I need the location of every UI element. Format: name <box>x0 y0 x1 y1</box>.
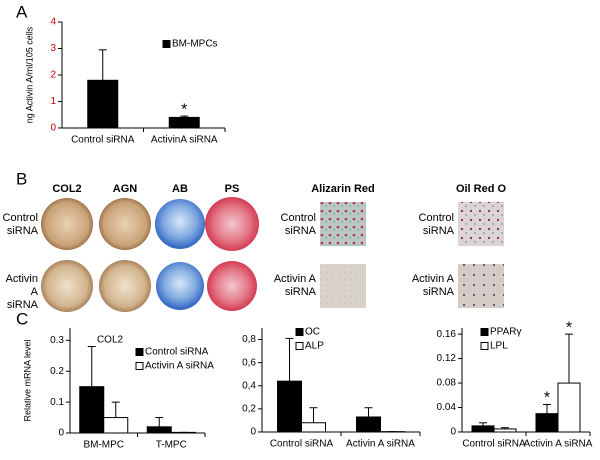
x-tick-label: Control siRNA <box>71 135 135 146</box>
legend-swatch <box>135 348 144 356</box>
bar <box>79 386 105 434</box>
y-axis-label: ng Activin A/ml/105 cells <box>24 26 34 123</box>
stain-header: COL2 <box>52 183 81 195</box>
stain-header: Alizarin Red <box>311 183 375 195</box>
y-tick-label: 0,4 <box>242 380 256 391</box>
significance-mark: * <box>181 101 187 118</box>
y-tick-label: 0 <box>50 123 56 134</box>
stain-header: Oil Red O <box>456 183 507 195</box>
stain-header: AGN <box>113 183 138 195</box>
y-tick-label: 0 <box>58 428 64 439</box>
row-label: Control siRNA <box>418 212 454 237</box>
bar <box>493 428 517 433</box>
x-tick-label: BM-MPC <box>83 440 124 451</box>
image-alizarin-control <box>320 202 366 246</box>
legend-label: ALP <box>305 341 324 352</box>
legend-label: BM-MPCs <box>172 39 218 50</box>
bar <box>301 422 326 433</box>
image-agn-activin <box>99 260 151 312</box>
x-tick-label: Control siRNA <box>462 439 526 450</box>
legend-swatch <box>295 342 304 350</box>
row-label: Control siRNA <box>2 212 38 237</box>
legend-label: LPL <box>490 341 508 352</box>
bar <box>277 380 302 433</box>
y-tick-label: 0.3 <box>50 335 64 346</box>
bar <box>557 382 581 433</box>
y-tick-label: 0.04 <box>437 402 457 413</box>
y-tick-label: 0.12 <box>437 353 457 364</box>
y-tick-label: 0.2 <box>50 366 64 377</box>
x-tick-label: Control siRNA <box>270 439 334 450</box>
y-tick-label: 3 <box>50 43 56 54</box>
legend-label: PPARγ <box>490 327 522 338</box>
bar <box>146 426 172 434</box>
legend-label: Activin A siRNA <box>145 361 214 372</box>
image-ps-control <box>205 197 259 251</box>
chart-title: COL2 <box>97 335 124 346</box>
legend-swatch <box>480 328 489 336</box>
image-oil-activin <box>458 264 504 308</box>
x-tick-label: T-MPC <box>156 440 187 451</box>
y-tick-label: 0.1 <box>50 397 64 408</box>
y-tick-label: 4 <box>50 17 56 28</box>
stain-header: PS <box>225 183 240 195</box>
legend-swatch <box>135 362 144 370</box>
significance-mark: * <box>544 390 550 407</box>
image-ps-activin <box>207 261 257 311</box>
panel-label: C <box>16 309 28 328</box>
row-label: Activin A siRNA <box>273 273 316 298</box>
panel-label: A <box>16 2 28 21</box>
bar <box>103 417 129 434</box>
y-axis-label: Relative mRNA level <box>22 339 32 421</box>
legend-label: Control siRNA <box>145 347 209 358</box>
y-tick-label: 0 <box>250 427 256 438</box>
legend-swatch <box>162 40 171 48</box>
bar <box>471 425 495 433</box>
image-col2-control <box>41 198 93 250</box>
bar <box>170 431 196 434</box>
panel-label: B <box>16 169 27 188</box>
legend-swatch <box>480 342 489 350</box>
y-tick-label: 0,6 <box>242 357 256 368</box>
y-tick-label: 0.16 <box>437 329 457 340</box>
y-tick-label: 0,2 <box>242 404 256 415</box>
image-agn-control <box>99 198 151 250</box>
y-tick-label: 2 <box>50 70 56 81</box>
row-label: Activin A siRNA <box>5 273 38 311</box>
image-oil-control <box>458 202 504 246</box>
legend-label: OC <box>305 327 320 338</box>
y-tick-label: 0.08 <box>437 378 457 389</box>
y-tick-label: 0,8 <box>242 334 256 345</box>
x-tick-label: Activin A siRNA <box>524 439 593 450</box>
row-label: Activin A siRNA <box>411 273 454 298</box>
x-tick-label: ActivinA siRNA <box>151 135 218 146</box>
image-ab-control <box>155 199 205 249</box>
stain-header: AB <box>172 183 188 195</box>
y-tick-label: 1 <box>50 96 56 107</box>
x-tick-label: Activin A siRNA <box>346 439 415 450</box>
bar <box>535 413 559 433</box>
image-alizarin-activin <box>320 264 366 308</box>
significance-mark: * <box>566 319 572 336</box>
image-col2-activin <box>41 260 93 312</box>
legend-swatch <box>295 328 304 336</box>
y-tick-label: 0 <box>450 427 456 438</box>
row-label: Control siRNA <box>280 212 316 237</box>
panel-b-images <box>41 197 504 312</box>
bar <box>168 116 200 129</box>
bar <box>87 79 119 129</box>
image-ab-activin <box>156 262 204 310</box>
bar <box>356 416 381 433</box>
